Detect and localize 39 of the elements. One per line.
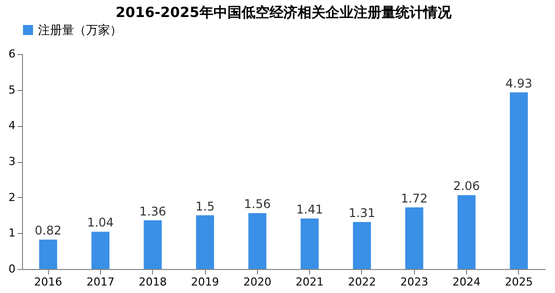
x-tick-label: 2024	[452, 276, 481, 288]
chart-title: 2016-2025年中国低空经济相关企业注册量统计情况	[116, 4, 452, 21]
bar	[458, 195, 476, 269]
bar	[510, 92, 528, 269]
data-label: 0.82	[34, 224, 62, 238]
bar	[91, 232, 110, 269]
legend-label: 注册量（万家）	[38, 23, 122, 37]
x-tick-label: 2025	[504, 276, 533, 288]
bar	[144, 220, 162, 269]
x-tick-label: 2019	[191, 276, 220, 288]
x-tick-label: 2017	[86, 276, 114, 288]
bar	[352, 222, 371, 269]
data-label: 1.04	[87, 216, 114, 230]
data-label: 1.41	[296, 202, 324, 216]
y-tick-label: 6	[8, 48, 16, 60]
data-label: 1.56	[244, 197, 271, 212]
y-tick-label: 4	[8, 119, 16, 132]
data-label: 1.36	[139, 204, 166, 218]
y-tick-label: 5	[8, 83, 16, 96]
bar	[39, 240, 58, 269]
x-tick-label: 2016	[34, 276, 62, 288]
x-tick-label: 2020	[243, 276, 272, 288]
bar	[300, 218, 319, 269]
data-label: 2.06	[453, 179, 480, 194]
y-tick-label: 2	[8, 190, 16, 204]
x-tick-label: 2018	[138, 276, 167, 288]
bar	[405, 207, 424, 269]
data-label: 4.93	[505, 76, 532, 90]
bar	[196, 215, 214, 269]
y-tick-label: 0	[8, 262, 16, 276]
x-tick-label: 2022	[348, 276, 376, 288]
y-tick-label: 3	[8, 155, 16, 168]
data-label: 1.31	[348, 206, 376, 220]
data-label: 1.72	[400, 191, 428, 206]
x-tick-label: 2021	[296, 276, 324, 288]
data-label: 1.5	[196, 199, 215, 214]
y-tick-label: 1	[8, 226, 16, 240]
bar	[248, 213, 266, 269]
x-tick-label: 2023	[400, 276, 428, 288]
